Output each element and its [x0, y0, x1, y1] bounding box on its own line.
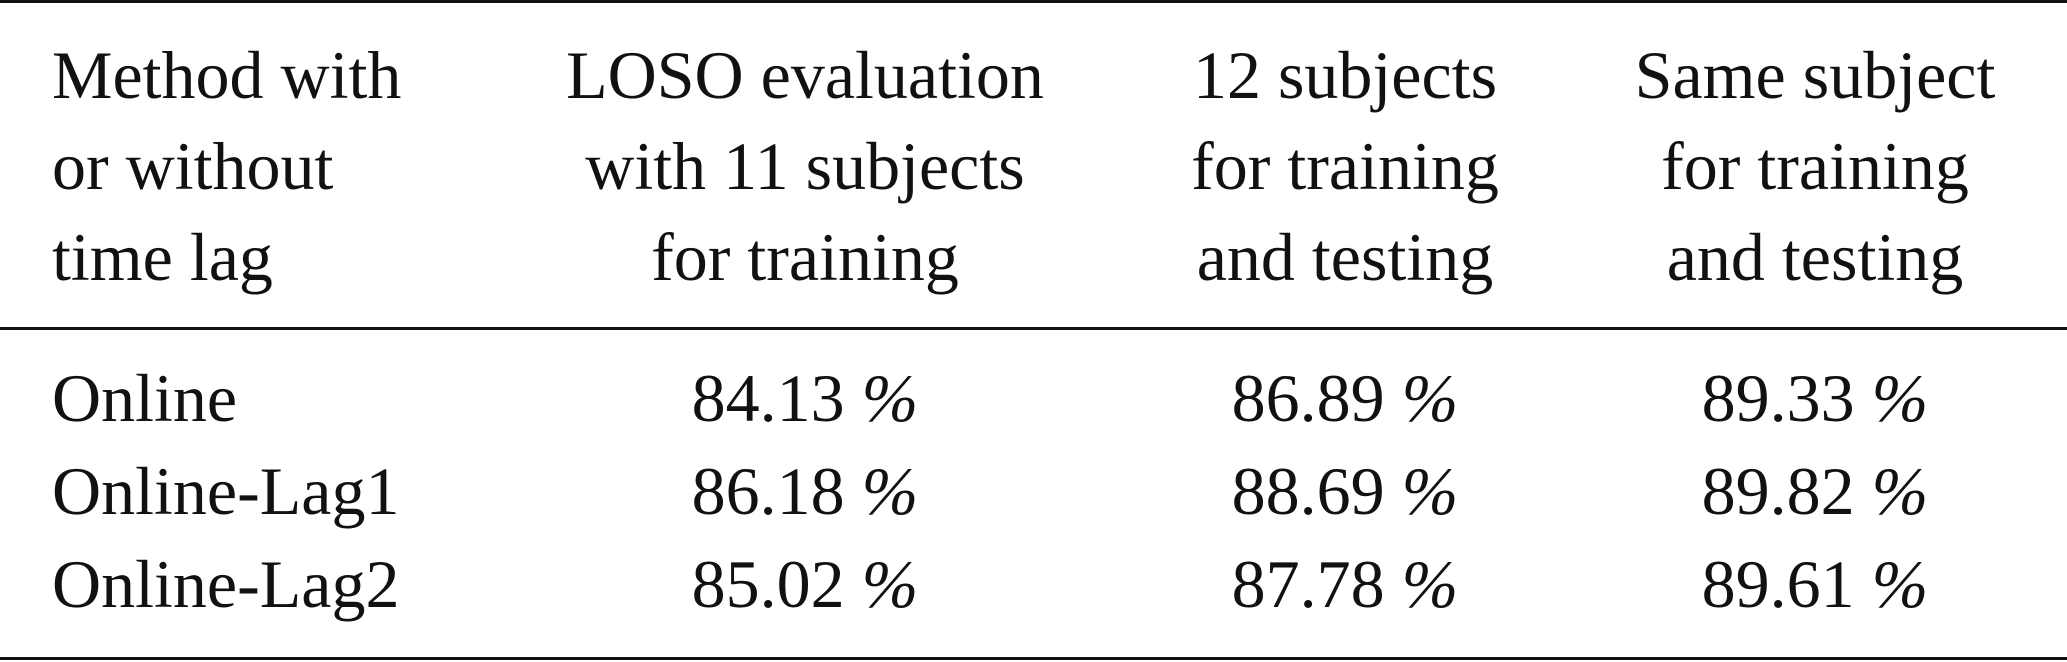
cell-method: Online — [52, 360, 238, 436]
value: 87.78 — [1231, 546, 1385, 622]
value: 85.02 — [691, 546, 845, 622]
percent-unit: % — [861, 360, 919, 436]
header-rule — [0, 327, 2067, 330]
percent-unit: % — [1401, 453, 1459, 529]
header-twelve-line: 12 subjects — [1192, 37, 1498, 113]
percent-unit: % — [1871, 453, 1929, 529]
value: 86.18 — [691, 453, 845, 529]
header-loso-line: for training — [651, 219, 959, 295]
cell-loso: 84.13 % — [520, 352, 1090, 445]
percent-unit: % — [1871, 360, 1929, 436]
header-method-line: time lag — [52, 219, 273, 295]
table-body: Online 84.13 % 86.89 % 89.33 % Online-La… — [0, 352, 2067, 631]
value: 89.33 — [1701, 360, 1855, 436]
header-twelve-line: and testing — [1196, 219, 1494, 295]
header-same-line: Same subject — [1634, 37, 1996, 113]
table-row: Online-Lag2 85.02 % 87.78 % 89.61 % — [0, 538, 2067, 631]
header-twelve-line: for training — [1191, 128, 1499, 204]
header-method-line: or without — [52, 128, 334, 204]
table-header: Method with or without time lag LOSO eva… — [0, 30, 2067, 300]
value: 89.82 — [1701, 453, 1855, 529]
table-row: Online 84.13 % 86.89 % 89.33 % — [0, 352, 2067, 445]
value: 86.89 — [1231, 360, 1385, 436]
cell-same: 89.82 % — [1590, 445, 2040, 538]
cell-loso: 85.02 % — [520, 538, 1090, 631]
value: 89.61 — [1701, 546, 1855, 622]
cell-twelve: 87.78 % — [1120, 538, 1570, 631]
cell-twelve: 88.69 % — [1120, 445, 1570, 538]
cell-method: Online-Lag2 — [52, 546, 400, 622]
percent-unit: % — [861, 453, 919, 529]
percent-unit: % — [861, 546, 919, 622]
header-same-subject: Same subject for training and testing — [1590, 30, 2040, 303]
bottom-rule — [0, 657, 2067, 660]
header-same-line: and testing — [1666, 219, 1964, 295]
header-loso-line: LOSO evaluation — [566, 37, 1044, 113]
header-method-line: Method with — [52, 37, 402, 113]
header-same-line: for training — [1661, 128, 1969, 204]
table-row: Online-Lag1 86.18 % 88.69 % 89.82 % — [0, 445, 2067, 538]
cell-method: Online-Lag1 — [52, 453, 400, 529]
cell-loso: 86.18 % — [520, 445, 1090, 538]
cell-twelve: 86.89 % — [1120, 352, 1570, 445]
header-method: Method with or without time lag — [52, 30, 401, 303]
percent-unit: % — [1401, 546, 1459, 622]
top-rule — [0, 0, 2067, 3]
header-twelve-subjects: 12 subjects for training and testing — [1120, 30, 1570, 303]
percent-unit: % — [1871, 546, 1929, 622]
value: 84.13 — [691, 360, 845, 436]
header-loso-line: with 11 subjects — [585, 128, 1025, 204]
value: 88.69 — [1231, 453, 1385, 529]
percent-unit: % — [1401, 360, 1459, 436]
cell-same: 89.61 % — [1590, 538, 2040, 631]
cell-same: 89.33 % — [1590, 352, 2040, 445]
header-loso: LOSO evaluation with 11 subjects for tra… — [520, 30, 1090, 303]
